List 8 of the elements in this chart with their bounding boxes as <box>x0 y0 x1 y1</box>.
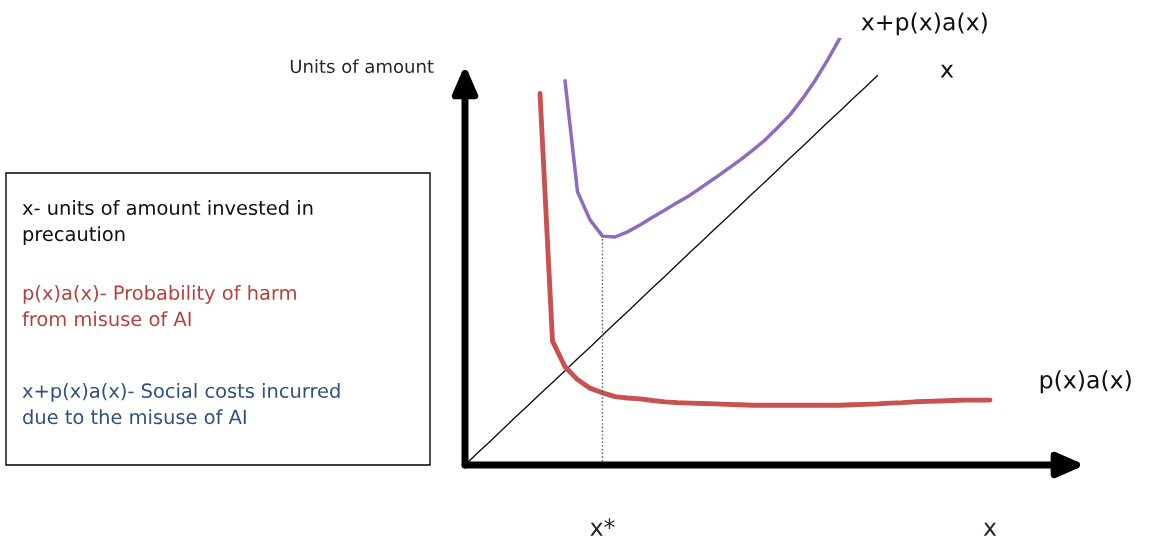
text: x- units of amount invested in precaution <box>22 200 313 246</box>
y-axis-title: Units of amount <box>290 59 434 74</box>
text: x <box>940 64 954 78</box>
x-tick-label: x* <box>590 518 615 536</box>
text: p(x)a(x) <box>1040 370 1131 394</box>
text: x+p(x)a(x)- Social costs incurred due to the misuse of AI <box>22 383 340 425</box>
text: p(x)a(x)- Probability of harm from misuse of AI <box>22 285 296 327</box>
series-label: x+p(x)a(x) <box>861 12 987 36</box>
